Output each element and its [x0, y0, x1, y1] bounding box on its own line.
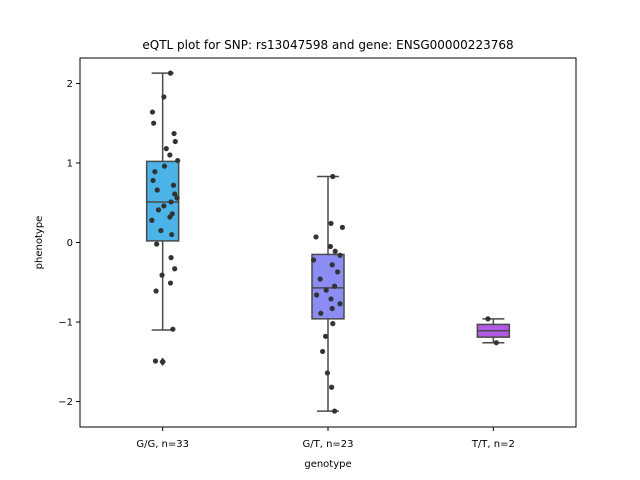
data-point — [485, 316, 491, 322]
data-point — [327, 243, 333, 250]
data-point — [314, 292, 320, 298]
chart-title: eQTL plot for SNP: rs13047598 and gene: … — [142, 38, 513, 52]
data-point — [161, 94, 167, 100]
y-tick-label: 1 — [67, 158, 73, 169]
data-point — [329, 305, 335, 312]
data-point — [329, 262, 335, 268]
data-point — [328, 296, 334, 302]
box — [311, 253, 345, 320]
data-point — [174, 195, 180, 201]
data-point — [154, 241, 160, 247]
data-point — [335, 269, 341, 275]
y-axis: 2 1 0 −1 −2 — [58, 79, 80, 408]
data-point — [330, 173, 336, 180]
data-point — [161, 163, 168, 169]
data-point — [175, 157, 181, 164]
data-point — [167, 280, 174, 286]
data-point — [170, 326, 176, 332]
data-point — [311, 257, 317, 263]
data-point — [172, 191, 178, 197]
data-point — [158, 227, 164, 234]
data-point — [337, 252, 343, 258]
data-point — [169, 231, 175, 238]
data-point — [168, 199, 174, 205]
y-tick-label: 0 — [67, 238, 73, 249]
data-point — [151, 120, 157, 126]
data-point — [317, 276, 323, 282]
data-point — [323, 287, 329, 293]
data-point — [329, 384, 335, 390]
data-point — [324, 370, 330, 376]
data-point — [153, 288, 159, 294]
plot-area — [145, 70, 511, 414]
data-point — [332, 283, 338, 289]
box-group — [311, 175, 345, 412]
data-point — [170, 182, 177, 188]
data-point — [172, 138, 178, 145]
data-point — [149, 109, 156, 115]
data-point — [323, 333, 329, 339]
data-point — [318, 310, 324, 316]
y-tick-label: 2 — [67, 79, 73, 90]
data-point — [154, 187, 160, 193]
x-tick-label: G/T, n=23 — [302, 439, 353, 450]
x-axis: G/G, n=33 G/T, n=23 T/T, n=2 — [136, 427, 515, 450]
box-group — [476, 318, 511, 344]
data-point — [313, 234, 319, 240]
data-point — [171, 130, 177, 137]
data-point — [159, 272, 165, 278]
data-point — [167, 152, 173, 158]
data-point — [167, 214, 173, 220]
data-point — [337, 301, 343, 307]
data-point — [155, 207, 162, 213]
data-point — [493, 340, 499, 346]
data-point — [149, 217, 155, 223]
data-point — [161, 203, 167, 209]
data-point — [160, 359, 166, 365]
data-point — [330, 321, 336, 327]
data-point — [150, 177, 156, 184]
data-point — [332, 248, 338, 254]
x-tick-label: T/T, n=2 — [471, 439, 515, 450]
y-tick-label: −1 — [58, 318, 73, 329]
data-point — [168, 255, 174, 261]
data-point — [167, 70, 174, 76]
data-point — [163, 146, 169, 152]
x-axis-label: genotype — [304, 459, 351, 470]
y-axis-label: phenotype — [34, 216, 45, 270]
data-point — [152, 358, 159, 364]
data-point — [320, 348, 326, 355]
data-point — [152, 169, 158, 175]
data-point — [172, 266, 178, 272]
data-point — [339, 224, 345, 230]
y-tick-label: −2 — [58, 397, 73, 408]
x-tick-label: G/G, n=33 — [136, 439, 189, 450]
data-point — [328, 220, 334, 227]
data-point — [332, 408, 338, 414]
